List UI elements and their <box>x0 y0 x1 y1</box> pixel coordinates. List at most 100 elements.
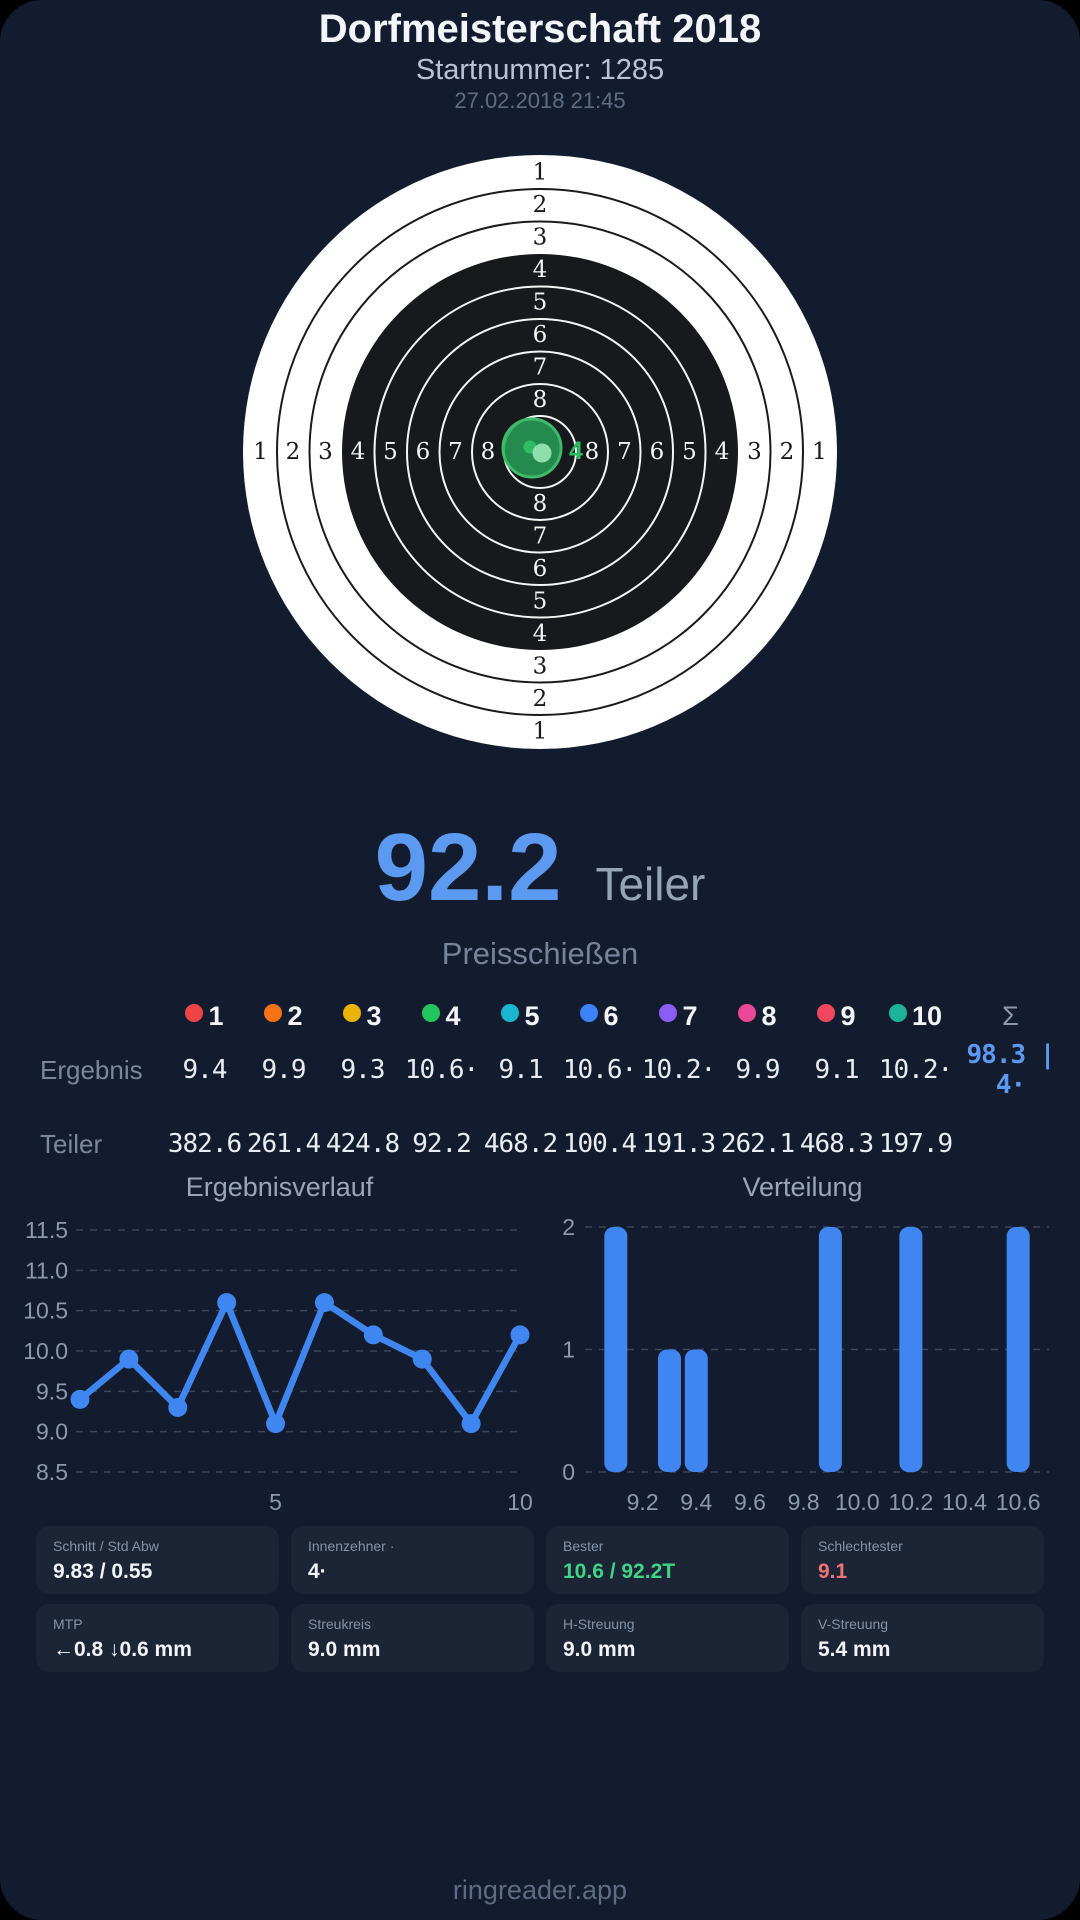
ergebnis-value: 9.1 <box>814 1055 860 1085</box>
shot-column-header: 2 <box>244 1001 323 1032</box>
data-point <box>461 1414 481 1434</box>
shot-column-header: 8 <box>718 1001 797 1032</box>
x-tick-label: 10.0 <box>835 1489 880 1515</box>
data-point <box>168 1397 188 1417</box>
header: Dorfmeisterschaft 2018 Startnummer: 1285… <box>0 0 1080 114</box>
ring-label: 2 <box>533 192 548 218</box>
ring-label: 7 <box>448 439 463 465</box>
x-tick-label: 10 <box>507 1489 533 1515</box>
ergebnis-row-label: Ergebnis <box>40 1054 143 1085</box>
stat-cards: Schnitt / Std Abw 9.83 / 0.55 Innenzehner … <box>0 1526 1080 1672</box>
ring-label: 2 <box>780 439 795 465</box>
stat-card-value: 10.6 / 92.2T <box>563 1560 676 1583</box>
y-tick-label: 9.5 <box>36 1378 68 1404</box>
data-point <box>412 1349 432 1369</box>
ring-label: 3 <box>533 225 548 251</box>
data-point <box>266 1414 286 1434</box>
shot-number: 2 <box>287 1000 303 1031</box>
stat-card-value: 9.83 / 0.55 <box>53 1560 153 1583</box>
score-row: 92.2 Teiler <box>0 816 1080 936</box>
x-tick-label: 9.4 <box>680 1489 712 1515</box>
line-chart-title: Ergebnisverlauf <box>185 1172 374 1202</box>
stat-card: MTP ←0.8 ↓0.6 mm <box>36 1604 279 1672</box>
shot-color-dot <box>888 1004 907 1023</box>
shot-number: 4 <box>445 1000 461 1031</box>
stat-card-label: Schnitt / Std Abw <box>53 1538 159 1554</box>
series-total: 98.3 | 4· <box>966 1040 1056 1100</box>
shot-number: 3 <box>366 1000 382 1031</box>
shot-color-dot <box>817 1004 836 1023</box>
shot-column-header: 3 <box>323 1001 402 1032</box>
stat-card: V-Streuung 5.4 mm <box>801 1604 1044 1672</box>
ring-circle <box>276 188 804 716</box>
stat-card-value: 4· <box>308 1560 327 1583</box>
teiler-value: 468.3 <box>799 1129 874 1159</box>
shot-column-header: 7 <box>639 1001 718 1032</box>
ring-label: 3 <box>747 439 762 465</box>
y-tick-label: 9.0 <box>36 1419 68 1445</box>
stat-card-label: Innenzehner · <box>308 1538 395 1554</box>
shot-number: 6 <box>603 1000 619 1031</box>
teiler-row-label: Teiler <box>40 1128 103 1159</box>
ring-label: 1 <box>533 160 548 186</box>
x-tick-label: 9.8 <box>788 1489 820 1515</box>
teiler-value: 197.9 <box>878 1129 953 1159</box>
stat-card-label: MTP <box>53 1616 83 1632</box>
shot-color-dot <box>264 1004 283 1023</box>
stat-card: Bester 10.6 / 92.2T <box>546 1526 789 1594</box>
teiler-value: 100.4 <box>562 1129 637 1159</box>
y-tick-label: 1 <box>562 1337 575 1363</box>
ergebnis-row: Ergebnis 9.4 9.9 9.3 10.6· 9.1 10.6· 10.2· 9.9 9.… <box>0 1040 1080 1100</box>
shot-column-header: 4 <box>402 1001 481 1032</box>
ring-label: 5 <box>533 290 548 316</box>
stat-card-label: V-Streuung <box>818 1616 889 1632</box>
histogram-bar <box>684 1349 708 1472</box>
shot-number: 8 <box>761 1000 777 1031</box>
ring-circle <box>308 220 772 684</box>
ring-label: 6 <box>416 439 431 465</box>
shot-number: 5 <box>524 1000 540 1031</box>
best-shot-dot <box>532 443 552 463</box>
shot-table-header: 1 2 3 4 5 6 7 8 9 10 Σ <box>0 994 1080 1032</box>
data-point <box>70 1389 90 1409</box>
ring-label: 8 <box>481 439 496 465</box>
teiler-value: 262.1 <box>720 1129 795 1159</box>
teiler-value: 191.3 <box>641 1129 716 1159</box>
ring-label: 4 <box>533 257 548 283</box>
ergebnis-value: 9.3 <box>340 1055 386 1085</box>
teiler-row: Teiler 382.6 261.4 424.8 92.2 468.2 100.4 191.3… <box>0 1126 1080 1162</box>
shot-color-dot <box>343 1004 362 1023</box>
ring-label: 3 <box>318 439 333 465</box>
ergebnis-value: 9.1 <box>498 1055 544 1085</box>
data-point <box>314 1293 334 1313</box>
ring-label: 6 <box>533 322 548 348</box>
sum-column-header: Σ <box>1002 1000 1019 1031</box>
stat-card-value: 9.0 mm <box>563 1638 636 1661</box>
ergebnis-value: 10.6· <box>404 1055 479 1085</box>
shot-column-header: 1 <box>165 1001 244 1032</box>
ring-label: 7 <box>533 524 548 550</box>
score-value: 92.2 <box>374 814 562 921</box>
teiler-value: 424.8 <box>325 1129 400 1159</box>
bar-chart-title: Verteilung <box>742 1172 863 1202</box>
ring-label: 5 <box>383 439 398 465</box>
x-tick-label: 10.4 <box>942 1489 987 1515</box>
ergebnis-value: 10.2· <box>641 1055 716 1085</box>
stat-card-label: Bester <box>563 1538 604 1554</box>
ring-label: 1 <box>533 719 548 745</box>
y-tick-label: 2 <box>562 1214 575 1240</box>
shot-color-dot <box>580 1004 599 1023</box>
ring-circle <box>373 285 707 619</box>
ring-label: 8 <box>533 491 548 517</box>
score-unit: Teiler <box>595 858 706 910</box>
page-title: Dorfmeisterschaft 2018 <box>318 7 762 51</box>
shot-color-dot <box>422 1004 441 1023</box>
y-tick-label: 11.0 <box>25 1257 68 1283</box>
shot-color-dot <box>738 1004 757 1023</box>
histogram-bar <box>657 1349 681 1472</box>
data-point <box>363 1325 383 1345</box>
ring-label: 1 <box>253 439 268 465</box>
y-tick-label: 10.5 <box>23 1298 68 1324</box>
data-point <box>119 1349 139 1369</box>
